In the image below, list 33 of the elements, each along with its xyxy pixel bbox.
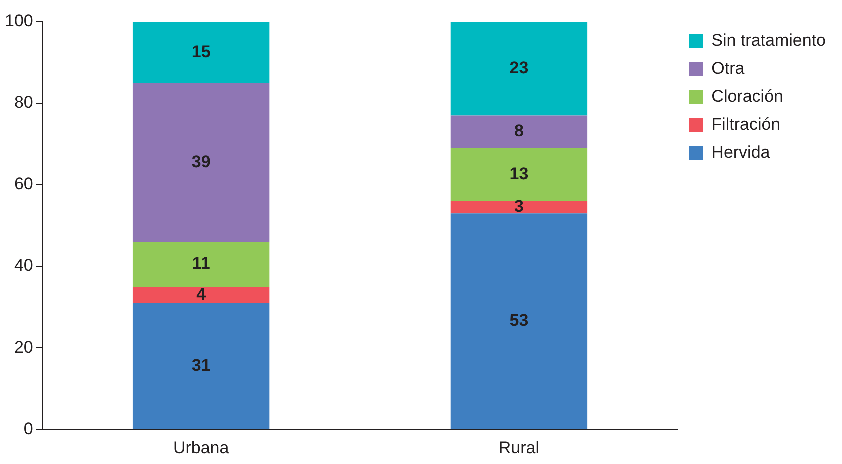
y-tick-label: 40 xyxy=(14,256,34,276)
bar xyxy=(132,242,270,287)
y-tick-label: 60 xyxy=(14,174,34,194)
bar xyxy=(450,201,588,214)
x-tick-label: Urbana xyxy=(173,438,230,458)
bar xyxy=(450,148,588,202)
data-label: 4 xyxy=(196,284,207,304)
y-tick-label: 100 xyxy=(4,12,34,31)
bar xyxy=(450,22,588,116)
y-tick-label: 80 xyxy=(14,93,34,112)
data-label: 15 xyxy=(192,42,211,62)
legend-label: Hervida xyxy=(712,143,771,162)
data-label: 3 xyxy=(514,197,524,216)
data-label: 8 xyxy=(514,122,524,141)
data-label: 13 xyxy=(510,164,529,184)
bar xyxy=(132,303,270,430)
data-label: 23 xyxy=(510,58,529,78)
bar xyxy=(132,83,270,242)
bar xyxy=(450,116,588,148)
data-label: 31 xyxy=(192,356,211,375)
legend-label: Cloración xyxy=(712,87,784,106)
data-label: 53 xyxy=(510,311,529,330)
y-tick-label: 20 xyxy=(14,338,34,357)
x-tick-label: Rural xyxy=(498,438,540,458)
bar xyxy=(132,286,270,304)
legend-label: Sin tratamiento xyxy=(712,31,826,50)
data-label: 39 xyxy=(192,152,211,172)
data-label: 11 xyxy=(192,254,210,274)
legend-label: Filtración xyxy=(712,115,781,134)
legend-label: Otra xyxy=(712,59,746,78)
y-tick-label: 0 xyxy=(24,419,34,438)
bar xyxy=(450,214,588,430)
bar xyxy=(132,22,270,84)
